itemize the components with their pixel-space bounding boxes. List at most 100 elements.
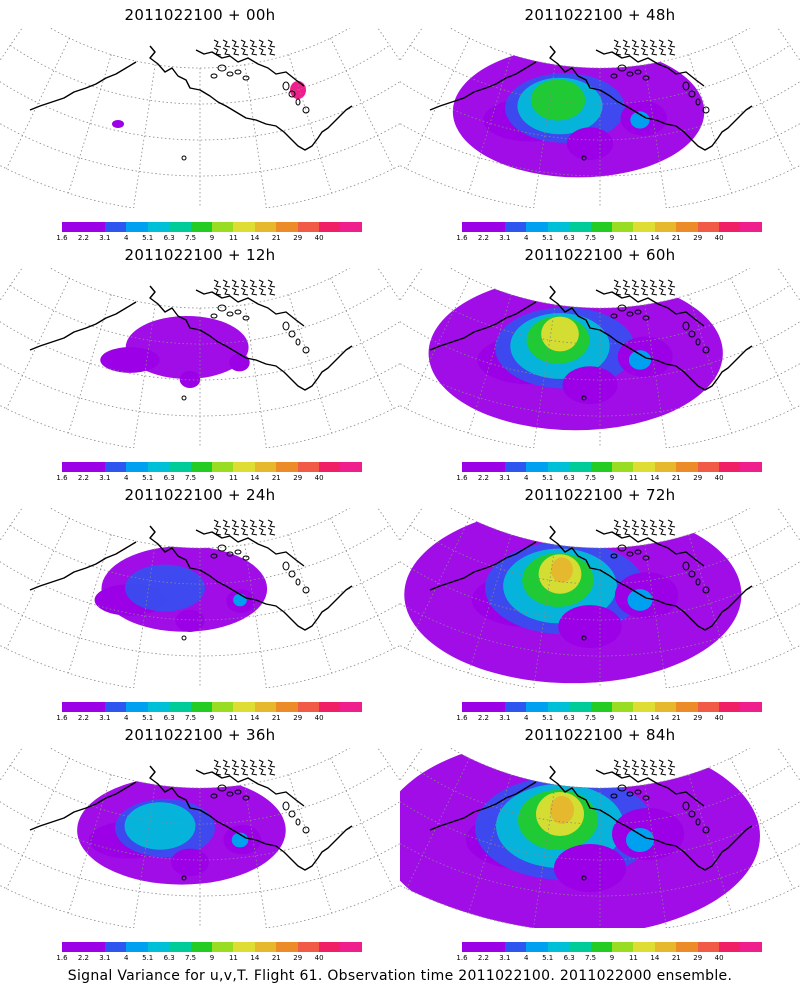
variance-blob xyxy=(175,609,205,632)
colorbar-cell xyxy=(504,942,527,952)
colorbar-label: 40 xyxy=(314,234,324,242)
variance-field xyxy=(404,508,742,684)
colorbar-cell xyxy=(319,942,341,952)
variance-blob xyxy=(125,564,205,612)
variance-blob xyxy=(112,120,124,128)
colorbar-cell xyxy=(740,702,762,712)
colorbar-label: 9 xyxy=(609,954,615,962)
panel-title: 2011022100 + 48h xyxy=(524,6,676,24)
colorbar-cell xyxy=(697,462,720,472)
colorbar-label: 11 xyxy=(228,474,238,482)
map-panel: 2011022100 + 48h 1.6 2.2 3.1 4 5.1 6.3 7.5 9 11 14… xyxy=(400,0,800,242)
colorbar-label: 4 xyxy=(124,954,129,962)
colorbar-cell xyxy=(697,942,720,952)
colorbar-cell xyxy=(676,702,698,712)
colorbar-label: 7.5 xyxy=(184,234,197,242)
colorbar-label: 29 xyxy=(293,714,303,722)
colorbar-cell xyxy=(504,702,527,712)
colorbar-label: 11 xyxy=(628,954,638,962)
colorbar-cell xyxy=(526,222,548,232)
colorbar-cell xyxy=(297,702,320,712)
colorbar-label: 40 xyxy=(314,714,324,722)
variance-blob xyxy=(551,557,573,583)
colorbar-label: 40 xyxy=(714,234,724,242)
colorbar-cell xyxy=(483,702,505,712)
colorbar-cell xyxy=(104,222,127,232)
variance-blob xyxy=(562,366,618,404)
colorbar-label: 9 xyxy=(209,234,215,242)
colorbar-cell xyxy=(526,942,548,952)
variance-field xyxy=(112,81,306,128)
colorbar-label: 7.5 xyxy=(184,954,197,962)
colorbar-label: 11 xyxy=(628,234,638,242)
colorbar-cell xyxy=(569,942,591,952)
colorbar-cell xyxy=(569,222,591,232)
colorbar-cell xyxy=(254,942,277,952)
colorbar-label: 14 xyxy=(650,714,660,722)
colorbar-cell xyxy=(719,462,741,472)
colorbar-cell xyxy=(169,222,191,232)
colorbar-label: 7.5 xyxy=(184,714,197,722)
colorbar-cell xyxy=(547,942,570,952)
coastline xyxy=(429,279,753,401)
colorbar-label: 2.2 xyxy=(77,234,89,242)
colorbar-cell xyxy=(169,462,191,472)
colorbar-label: 3.1 xyxy=(499,474,511,482)
colorbar xyxy=(62,222,362,232)
colorbar-cell xyxy=(190,222,212,232)
colorbar-cell xyxy=(740,462,762,472)
colorbar-label: 7.5 xyxy=(184,474,197,482)
colorbar-cell xyxy=(62,462,84,472)
colorbar-cell xyxy=(233,702,255,712)
colorbar-label: 3.1 xyxy=(99,474,111,482)
colorbar-cell xyxy=(254,462,277,472)
colorbar-cell xyxy=(297,462,320,472)
colorbar-cell xyxy=(654,222,677,232)
variance-blob xyxy=(558,605,622,648)
colorbar-cell xyxy=(676,462,698,472)
coastline xyxy=(429,519,753,641)
colorbar-cell xyxy=(190,462,212,472)
panel-title: 2011022100 + 00h xyxy=(124,6,276,24)
colorbar-cell xyxy=(654,702,677,712)
colorbar-cell xyxy=(147,462,170,472)
colorbar-cell xyxy=(483,942,505,952)
panel-title: 2011022100 + 36h xyxy=(124,726,276,744)
colorbar-label: 5.1 xyxy=(142,714,154,722)
map-plot xyxy=(0,28,400,208)
map-graticule xyxy=(0,268,400,448)
colorbar-cell xyxy=(526,462,548,472)
colorbar-label: 2.2 xyxy=(77,474,89,482)
colorbar-cell xyxy=(147,942,170,952)
colorbar-label: 5.1 xyxy=(542,474,554,482)
colorbar-label: 6.3 xyxy=(563,474,575,482)
colorbar-cell xyxy=(190,942,212,952)
colorbar-label: 21 xyxy=(271,954,281,962)
colorbar-cell xyxy=(547,702,570,712)
colorbar-label: 14 xyxy=(650,474,660,482)
colorbar-label: 4 xyxy=(524,474,529,482)
colorbar-label: 1.6 xyxy=(56,714,68,722)
colorbar-cell xyxy=(526,702,548,712)
colorbar-label: 4 xyxy=(124,714,129,722)
colorbar-label: 29 xyxy=(293,234,303,242)
colorbar-labels: 1.6 2.2 3.1 4 5.1 6.3 7.5 9 11 14 21 29 40 xyxy=(456,474,762,484)
variance-blob xyxy=(171,848,209,876)
map-graticule xyxy=(400,268,800,448)
colorbar-label: 29 xyxy=(693,954,703,962)
colorbar-label: 2.2 xyxy=(477,714,489,722)
colorbar-cell xyxy=(126,222,148,232)
colorbar-label: 5.1 xyxy=(542,954,554,962)
map-plot xyxy=(0,268,400,448)
colorbar-cell xyxy=(547,222,570,232)
colorbar-labels: 1.6 2.2 3.1 4 5.1 6.3 7.5 9 11 14 21 29 40 xyxy=(456,714,762,724)
colorbar-label: 40 xyxy=(714,954,724,962)
colorbar xyxy=(462,222,762,232)
colorbar-cell xyxy=(254,222,277,232)
colorbar-cell xyxy=(169,942,191,952)
colorbar-label: 21 xyxy=(271,234,281,242)
colorbar-cell xyxy=(611,942,634,952)
colorbar-cell xyxy=(590,222,612,232)
colorbar-cell xyxy=(126,942,148,952)
map-plot xyxy=(400,28,800,208)
